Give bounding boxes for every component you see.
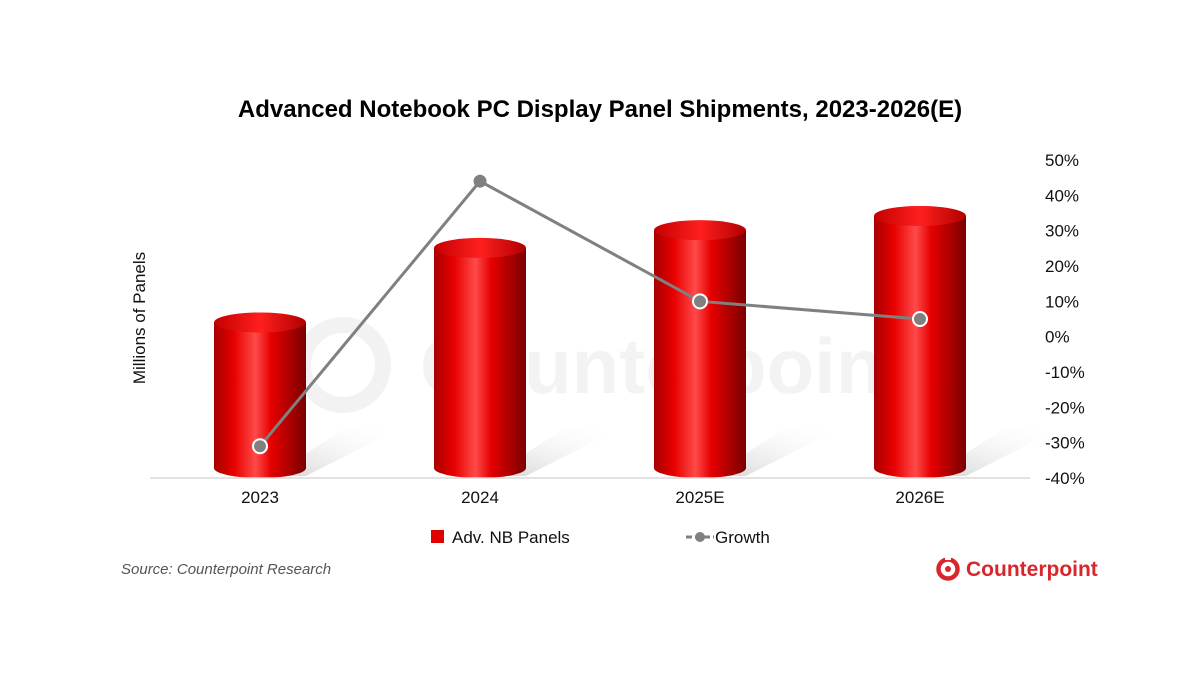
right-tick-label: 0% (1045, 328, 1070, 347)
right-axis-ticks: 50% 40% 30% 20% 10% 0% -10% -20% -30% -40% (1045, 151, 1085, 488)
right-tick-label: 30% (1045, 222, 1079, 241)
growth-point-2026E (912, 311, 928, 327)
x-tick-label: 2025E (675, 488, 724, 507)
x-axis-ticks: 2023 2024 2025E 2026E (241, 488, 945, 507)
watermark: Counterpoint (295, 317, 910, 413)
chart-title: Advanced Notebook PC Display Panel Shipm… (238, 96, 962, 123)
bar-top (214, 312, 306, 333)
bar-body (654, 230, 746, 478)
right-tick-label: 50% (1045, 151, 1079, 170)
y-axis-title-left: Millions of Panels (130, 252, 149, 384)
x-tick-label: 2023 (241, 488, 279, 507)
bar-2023 (214, 312, 401, 478)
right-tick-label: -30% (1045, 434, 1085, 453)
bar-body (874, 215, 966, 478)
brand-logo: Counterpoint (936, 554, 1098, 581)
right-tick-label: -20% (1045, 398, 1085, 417)
legend-swatch-marker (695, 532, 705, 542)
x-tick-label: 2024 (461, 488, 499, 507)
legend-label-line: Growth (715, 528, 770, 547)
bar-body (214, 322, 306, 478)
bar-top (874, 205, 966, 226)
right-tick-label: 40% (1045, 186, 1079, 205)
legend: Adv. NB Panels Growth (431, 528, 770, 547)
growth-point-2023 (252, 438, 268, 455)
legend-swatch-bars (431, 530, 444, 543)
growth-point-2024 (473, 174, 487, 188)
bar-2024 (434, 237, 621, 478)
right-tick-label: 10% (1045, 292, 1079, 311)
right-tick-label: -10% (1045, 363, 1085, 382)
bar-body (434, 247, 526, 478)
x-tick-label: 2026E (895, 488, 944, 507)
brand-logo-text: Counterpoint (966, 558, 1098, 581)
bar-top (654, 220, 746, 241)
brand-logo-icon (936, 554, 960, 581)
bars-layer (214, 205, 1061, 478)
bar-2026E (874, 205, 1061, 478)
right-tick-label: 20% (1045, 257, 1079, 276)
growth-line (258, 179, 921, 448)
bar-top (434, 237, 526, 258)
growth-point-2025E (692, 293, 708, 310)
legend-label-bars: Adv. NB Panels (452, 528, 570, 547)
growth-line-layer (252, 174, 928, 455)
right-tick-label: -40% (1045, 469, 1085, 488)
source-note: Source: Counterpoint Research (121, 561, 331, 578)
bar-2025E (654, 220, 841, 478)
